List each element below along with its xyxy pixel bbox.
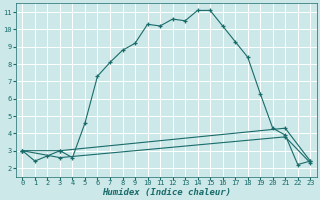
- X-axis label: Humidex (Indice chaleur): Humidex (Indice chaleur): [102, 188, 231, 197]
